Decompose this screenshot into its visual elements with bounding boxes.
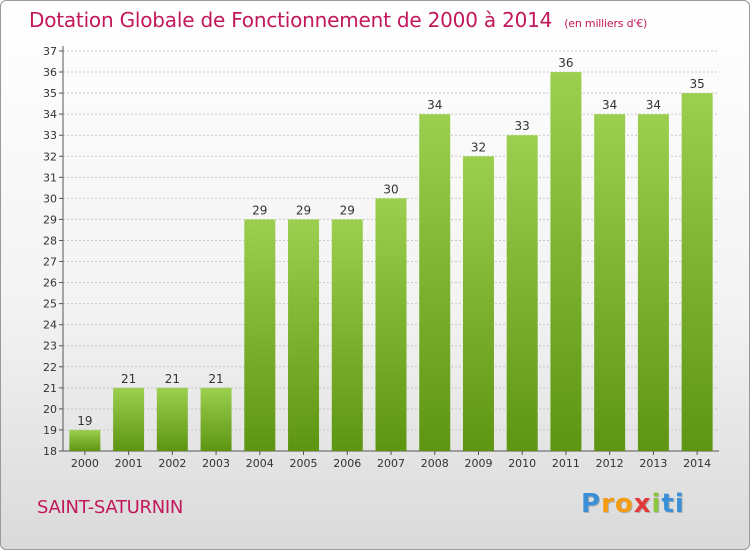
logo-letter: P: [581, 489, 602, 519]
bar-2000: [69, 429, 101, 451]
y-tick-label: 30: [43, 192, 57, 205]
commune-name: SAINT-SATURNIN: [37, 497, 184, 518]
bar-2006: [331, 219, 363, 451]
y-tick-label: 27: [43, 256, 57, 269]
bar-2011: [550, 72, 582, 451]
value-label-2008: 34: [427, 98, 442, 112]
y-tick-label: 36: [43, 66, 57, 79]
value-label-2001: 21: [121, 372, 136, 386]
y-tick-label: 29: [43, 213, 57, 226]
value-labels: 19 21 21 21 29 29 29 30 34 32 33 36 34 34 35: [77, 56, 705, 428]
logo-letter: t: [661, 489, 675, 519]
y-tick-label: 31: [43, 171, 57, 184]
x-tick-label: 2007: [377, 457, 405, 470]
value-label-2012: 34: [602, 98, 617, 112]
logo-letter: i: [651, 489, 662, 519]
x-tick-label: 2008: [421, 457, 449, 470]
logo-letter: r: [601, 489, 615, 519]
chart-title-text: Dotation Globale de Fonctionnement de 20…: [29, 8, 553, 32]
y-tick-label: 21: [43, 382, 57, 395]
y-tick-label: 18: [43, 445, 57, 458]
y-tick-label: 32: [43, 150, 57, 163]
bar-2005: [288, 219, 320, 451]
value-label-2011: 36: [558, 56, 573, 70]
x-tick-label: 2004: [246, 457, 274, 470]
value-label-2013: 34: [646, 98, 661, 112]
y-tick-label: 19: [43, 424, 57, 437]
value-label-2009: 32: [471, 140, 486, 154]
value-label-2005: 29: [296, 203, 311, 217]
y-tick-label: 25: [43, 298, 57, 311]
x-tick-label: 2003: [202, 457, 230, 470]
y-tick-label: 35: [43, 87, 57, 100]
y-tick-labels: 18 19 20 21 22 23 24 25 26 27 28 29 30 31 32 33 34 35 36 37: [43, 45, 57, 458]
proxiti-logo: Proxiti: [581, 489, 685, 519]
bars: [69, 72, 713, 452]
bar-2014: [681, 93, 713, 452]
x-tick-label: 2010: [508, 457, 536, 470]
value-label-2010: 33: [515, 119, 530, 133]
x-tick-label: 2006: [333, 457, 361, 470]
logo-letter: o: [614, 489, 634, 519]
bar-2013: [637, 114, 669, 451]
bar-2002: [156, 387, 188, 451]
x-tick-label: 2012: [596, 457, 624, 470]
bar-2008: [419, 114, 451, 451]
bar-2009: [462, 156, 494, 451]
value-label-2003: 21: [208, 372, 223, 386]
value-label-2007: 30: [383, 182, 398, 196]
y-tick-label: 34: [43, 108, 57, 121]
y-tick-label: 37: [43, 45, 57, 58]
logo-letter: x: [633, 489, 652, 519]
y-tick-label: 33: [43, 129, 57, 142]
bar-2007: [375, 198, 407, 451]
y-tick-label: 23: [43, 340, 57, 353]
x-tick-label: 2009: [464, 457, 492, 470]
value-label-2002: 21: [165, 372, 180, 386]
value-label-2004: 29: [252, 203, 267, 217]
logo-letter: i: [674, 489, 685, 519]
value-label-2014: 35: [689, 77, 704, 91]
x-tick-label: 2000: [71, 457, 99, 470]
x-tick-label: 2011: [552, 457, 580, 470]
x-tick-labels: 2000 2001 2002 2003 2004 2005 2006 2007 2008 2009…: [71, 451, 711, 470]
bar-2010: [506, 135, 538, 452]
y-tick-label: 20: [43, 403, 57, 416]
y-tick-label: 22: [43, 361, 57, 374]
y-tick-label: 28: [43, 234, 57, 247]
x-tick-label: 2001: [115, 457, 143, 470]
bar-2001: [113, 387, 145, 451]
bar-2012: [594, 114, 626, 451]
x-tick-label: 2005: [290, 457, 318, 470]
value-label-2000: 19: [77, 414, 92, 428]
x-tick-label: 2013: [639, 457, 667, 470]
x-tick-label: 2014: [683, 457, 711, 470]
chart-title: Dotation Globale de Fonctionnement de 20…: [29, 8, 647, 32]
chart-subtitle: (en milliers d'€): [564, 17, 648, 30]
x-tick-label: 2002: [158, 457, 186, 470]
y-tick-label: 26: [43, 277, 57, 290]
value-label-2006: 29: [340, 203, 355, 217]
bar-2004: [244, 219, 276, 451]
bar-2003: [200, 387, 232, 451]
y-tick-label: 24: [43, 319, 57, 332]
